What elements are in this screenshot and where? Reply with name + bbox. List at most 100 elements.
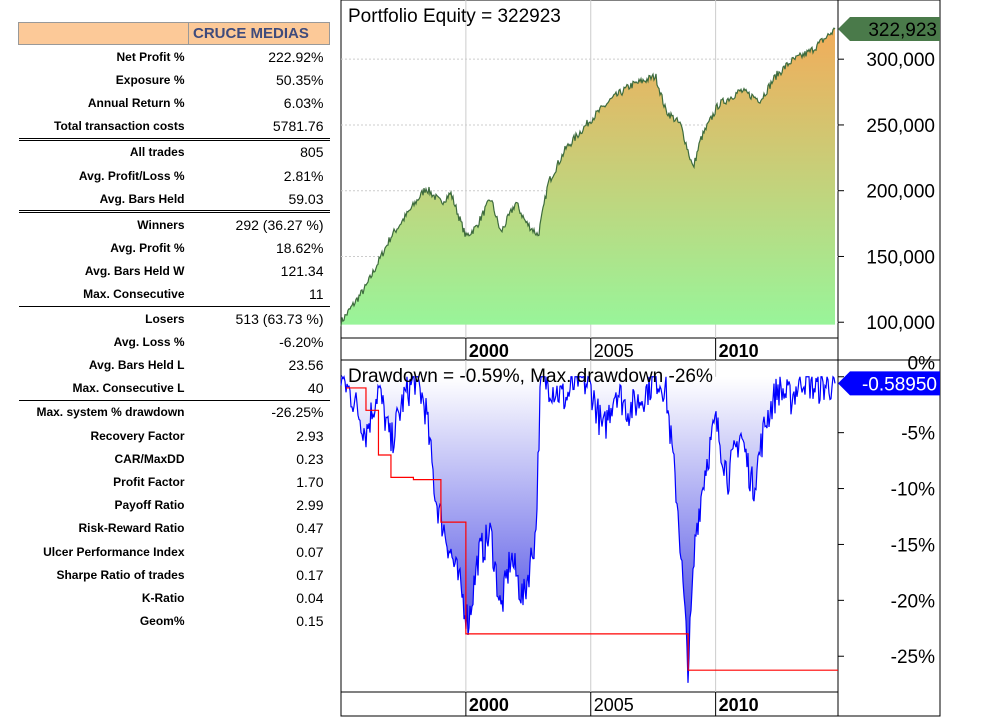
stat-value: 292 (36.27 %) bbox=[235, 216, 324, 233]
stats-row: Max. Consecutive L 40 bbox=[18, 376, 330, 401]
stat-value: 2.99 bbox=[296, 497, 324, 514]
series-fill bbox=[341, 376, 835, 683]
stat-value: 40 bbox=[188, 376, 330, 401]
x-tick-label: 2005 bbox=[594, 341, 634, 361]
stats-row: Total transaction costs 5781.76 bbox=[18, 114, 330, 141]
stat-label: Avg. Bars Held W bbox=[84, 264, 185, 279]
stats-row: Losers 513 (63.73 %) bbox=[19, 307, 330, 331]
stat-value: 2.81% bbox=[283, 167, 324, 184]
stat-value: 18.62% bbox=[276, 240, 324, 257]
stat-value: 0.23 bbox=[296, 450, 324, 467]
stats-row: Profit Factor 1.70 bbox=[19, 470, 330, 493]
stats-header-row: CRUCE MEDIAS bbox=[18, 22, 330, 45]
stat-label: Avg. Loss % bbox=[113, 334, 185, 349]
series-line bbox=[340, 374, 836, 683]
last-value-label: 322,923 bbox=[868, 20, 937, 41]
stat-value: 1.70 bbox=[296, 473, 324, 490]
x-tick-label: 2000 bbox=[469, 695, 509, 715]
stat-value: 5781.76 bbox=[188, 114, 330, 141]
stat-label: Max. system % drawdown bbox=[36, 405, 185, 420]
y-tick-label: -5% bbox=[901, 424, 935, 445]
stat-label: Avg. Profit % bbox=[110, 241, 185, 256]
stats-row: Max. Consecutive 11 bbox=[18, 282, 330, 308]
stats-row: Sharpe Ratio of trades 0.17 bbox=[19, 563, 330, 586]
chart-title: Drawdown = -0.59%, Max. drawdown -26% bbox=[348, 366, 713, 387]
y-tick-label: 250,000 bbox=[866, 116, 935, 137]
stat-label: Max. Consecutive bbox=[18, 282, 189, 308]
stat-label: Annual Return % bbox=[87, 95, 185, 110]
stats-row: Ulcer Performance Index 0.07 bbox=[19, 540, 330, 563]
stat-value: 0.47 bbox=[296, 520, 324, 537]
stat-label: Avg. Bars Held bbox=[18, 187, 189, 214]
stats-row: Annual Return % 6.03% bbox=[19, 91, 330, 114]
stat-label: All trades bbox=[129, 145, 185, 160]
x-tick-label: 2000 bbox=[469, 341, 509, 361]
stat-label: Avg. Profit/Loss % bbox=[78, 168, 185, 183]
stat-label: Risk-Reward Ratio bbox=[78, 521, 185, 536]
stats-row: CAR/MaxDD 0.23 bbox=[19, 447, 330, 470]
y-tick-label: -20% bbox=[891, 591, 935, 612]
y-tick-label: 150,000 bbox=[866, 247, 935, 268]
stat-label: Profit Factor bbox=[113, 474, 185, 489]
last-value-badge bbox=[838, 17, 940, 42]
stat-value: 59.03 bbox=[188, 187, 330, 214]
stats-row: Net Profit % 222.92% bbox=[19, 45, 330, 69]
stat-value: 0.17 bbox=[296, 566, 324, 583]
stats-row: Max. system % drawdown -26.25% bbox=[19, 400, 330, 424]
stat-label: Recovery Factor bbox=[90, 428, 185, 443]
stat-value: 222.92% bbox=[268, 48, 324, 65]
stats-row: Winners 292 (36.27 %) bbox=[19, 212, 330, 237]
stat-label: Net Profit % bbox=[116, 49, 185, 64]
stats-row: Avg. Bars Held L 23.56 bbox=[19, 353, 330, 376]
stat-label: Ulcer Performance Index bbox=[43, 544, 185, 559]
last-value-label: -0.58950 bbox=[862, 374, 937, 395]
last-value-badge bbox=[838, 371, 940, 396]
stat-value: 6.03% bbox=[283, 94, 324, 111]
y-tick-label: -25% bbox=[891, 647, 935, 668]
stats-row: Exposure % 50.35% bbox=[19, 68, 330, 91]
stat-value: 2.93 bbox=[296, 427, 324, 444]
y-tick-label: -10% bbox=[891, 480, 935, 501]
stat-value: 0.07 bbox=[296, 543, 324, 560]
y-tick-label: 100,000 bbox=[866, 313, 935, 334]
stat-label: CAR/MaxDD bbox=[114, 451, 185, 466]
x-tick-label: 2010 bbox=[719, 695, 759, 715]
stat-label: Max. Consecutive L bbox=[18, 376, 189, 401]
stat-label: K-Ratio bbox=[141, 590, 185, 605]
stat-label: Winners bbox=[137, 217, 185, 232]
y-tick-label: 0% bbox=[908, 353, 936, 374]
y-tick-label: -15% bbox=[891, 535, 935, 556]
stats-row: Avg. Profit/Loss % 2.81% bbox=[19, 164, 330, 187]
stat-value: 805 bbox=[300, 144, 324, 161]
stat-value: 11 bbox=[188, 282, 330, 308]
stats-header: CRUCE MEDIAS bbox=[188, 22, 330, 45]
stat-label: Losers bbox=[145, 311, 185, 326]
stats-row: K-Ratio 0.04 bbox=[19, 586, 330, 609]
stat-value: 513 (63.73 %) bbox=[235, 310, 324, 327]
stats-row: Avg. Loss % -6.20% bbox=[19, 330, 330, 353]
y-tick-label: 300,000 bbox=[866, 50, 935, 71]
stat-label: Total transaction costs bbox=[18, 114, 189, 141]
stats-row: Risk-Reward Ratio 0.47 bbox=[19, 517, 330, 540]
series-line bbox=[340, 27, 836, 327]
stat-value: 23.56 bbox=[288, 357, 324, 374]
stat-label: Exposure % bbox=[115, 72, 185, 87]
stats-row: Avg. Bars Held 59.03 bbox=[18, 187, 330, 214]
stats-row: Avg. Profit % 18.62% bbox=[19, 237, 330, 260]
y-tick-label: 200,000 bbox=[866, 182, 935, 203]
chart-title: Portfolio Equity = 322923 bbox=[348, 6, 561, 27]
header-blank bbox=[18, 22, 189, 45]
stat-label: Avg. Bars Held L bbox=[88, 358, 185, 373]
stats-row: Geom% 0.15 bbox=[19, 610, 330, 633]
stat-label: Payoff Ratio bbox=[114, 498, 185, 513]
stat-value: -26.25% bbox=[271, 404, 324, 421]
stat-value: -6.20% bbox=[279, 333, 324, 350]
x-tick-label: 2010 bbox=[719, 341, 759, 361]
stat-label: Sharpe Ratio of trades bbox=[56, 567, 185, 582]
stat-value: 121.34 bbox=[280, 263, 324, 280]
x-tick-label: 2005 bbox=[594, 695, 634, 715]
stats-row: Avg. Bars Held W 121.34 bbox=[19, 260, 330, 283]
stat-value: 0.04 bbox=[296, 589, 324, 606]
stats-table: CRUCE MEDIAS Net Profit % 222.92% Exposure… bbox=[18, 22, 330, 633]
